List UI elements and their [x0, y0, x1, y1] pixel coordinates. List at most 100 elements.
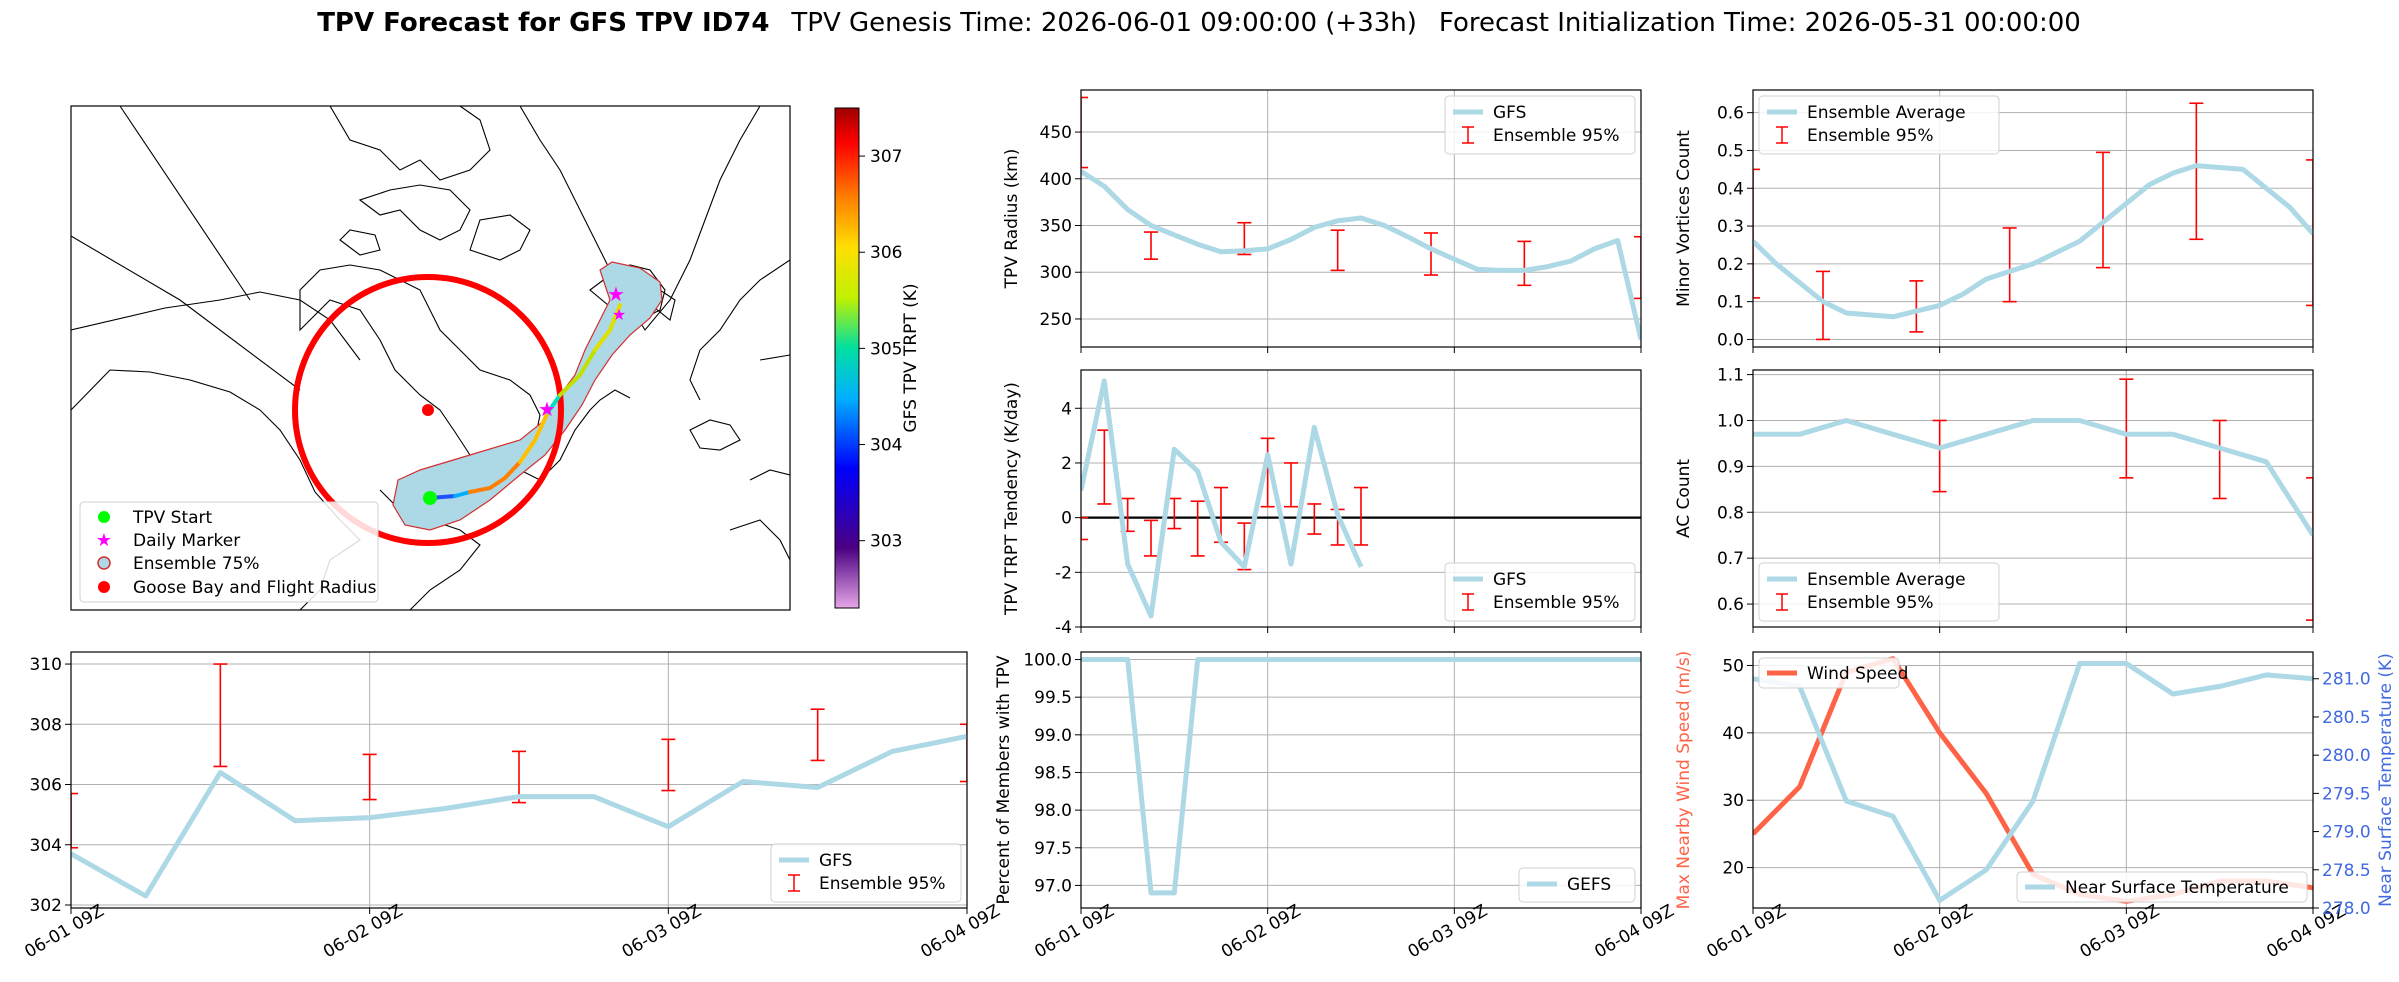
- map-legend: TPV Start ★ Daily Marker Ensemble 75% Go…: [79, 501, 379, 603]
- errorbar: [2212, 419, 2227, 500]
- title-init: Forecast Initialization Time: 2026-05-31…: [1439, 8, 2081, 38]
- y-tick-label: 20: [1722, 859, 1744, 879]
- errorbar: [1634, 235, 1641, 300]
- legend-star-marker: ★: [96, 530, 112, 551]
- errorbar: [2002, 227, 2017, 303]
- legend-box: [1444, 562, 1636, 622]
- flight-radius-circle: [292, 274, 564, 546]
- legend-label: Ensemble 95%: [1493, 593, 1620, 613]
- legend-box: [1518, 867, 1636, 903]
- legend-box: [79, 501, 379, 603]
- errorbar: [1144, 519, 1158, 557]
- axes-frame: [1080, 369, 1642, 628]
- legend-box: [1758, 95, 2000, 155]
- legend-label: Wind Speed: [1807, 664, 1908, 684]
- legend-label: Ensemble Average: [1807, 103, 1966, 123]
- y-tick-label: 450: [1040, 123, 1072, 143]
- legend-errorbar-swatch: [1776, 126, 1788, 144]
- legend: GEFS: [1518, 867, 1636, 903]
- legend-label: Ensemble 95%: [1807, 126, 1934, 146]
- y-tick-label: 1.1: [1717, 366, 1744, 386]
- plot-content: [71, 663, 967, 899]
- legend-label: GFS: [1493, 103, 1526, 123]
- hudson-bay-coast: [299, 264, 541, 476]
- errorbar: [960, 723, 967, 783]
- y-tick-label: -4: [1055, 618, 1072, 638]
- x-tick-label: 06-02 09Z: [1890, 901, 1976, 962]
- y-tick-label: 0.2: [1717, 255, 1744, 275]
- y-tick-label: 98.5: [1034, 763, 1072, 783]
- y-right-tick-label: 280.0: [2322, 746, 2371, 766]
- x-tick-label: 06-04 09Z: [1591, 901, 1677, 962]
- plot-content: [1753, 102, 2313, 341]
- chart-radius: 250 300 350 400 450 TPV Radius (km) GFS Ensembl…: [1002, 89, 1642, 353]
- errorbar: [1424, 232, 1438, 276]
- errorbar: [1190, 500, 1205, 557]
- colorbar-tick-label: 305: [870, 339, 902, 359]
- y-tick-label: 99.0: [1034, 726, 1072, 746]
- x-tick-label: 06-01 09Z: [1703, 901, 1789, 962]
- y-tick-label: 0.5: [1717, 141, 1744, 161]
- legend: GFS Ensemble 95%: [770, 843, 962, 903]
- figure-title: TPV Forecast for GFS TPV ID74 TPV Genesis…: [317, 8, 2081, 38]
- y-tick-label: 0.3: [1717, 217, 1744, 237]
- y-right-tick-label: 278.5: [2322, 861, 2371, 881]
- legend-errorbar-swatch: [1462, 593, 1474, 611]
- plot-area: [1753, 652, 2313, 908]
- colorbar-label: GFS TPV TRPT (K): [901, 283, 921, 432]
- errorbar: [2306, 477, 2313, 621]
- axes-frame: [70, 651, 968, 909]
- arctic-island: [339, 229, 381, 256]
- y-tick-label: 350: [1040, 217, 1072, 237]
- legend-ensemble-marker: [97, 556, 111, 570]
- errorbar: [1284, 462, 1298, 508]
- legend-box: [1758, 562, 2000, 622]
- x-tick-label: 06-03 09Z: [619, 901, 705, 962]
- y-tick-label: 306: [30, 776, 62, 796]
- y-tick-label: 300: [1040, 263, 1072, 283]
- y-right-axis-label: Near Surface Temperature (K): [2376, 653, 2396, 907]
- legend-label: Goose Bay and Flight Radius: [133, 578, 377, 598]
- legend: Ensemble Average Ensemble 95%: [1758, 95, 2000, 155]
- axes-frame: [1752, 651, 2314, 909]
- y-tick-label: 99.5: [1034, 688, 1072, 708]
- errorbar: [661, 738, 676, 792]
- axes-frame: [1080, 651, 1642, 909]
- legend-label: Ensemble Average: [1807, 570, 1966, 590]
- errorbar: [362, 753, 377, 801]
- greenland-coast: [519, 106, 761, 331]
- y-tick-label: 0.7: [1717, 549, 1744, 569]
- chart-tendency: -4 -2 0 2 4 TPV TRPT Tendency (K/day) GFS Ensem…: [1002, 369, 1642, 638]
- arctic-island: [329, 106, 491, 181]
- title-bold: TPV Forecast for GFS TPV ID74: [317, 8, 769, 38]
- arctic-island: [469, 214, 531, 261]
- series-line-ensemble-average: [1753, 163, 2313, 320]
- y-right-tick-label: 281.0: [2322, 670, 2371, 690]
- plot-content: [1753, 378, 2313, 621]
- legend-label: Near Surface Temperature: [2065, 878, 2289, 898]
- y-axis-label: Percent of Members with TPV: [994, 655, 1014, 904]
- y-tick-label: 0.6: [1717, 104, 1744, 124]
- legend-label: GEFS: [1567, 875, 1611, 895]
- colorbar: [834, 107, 860, 609]
- y-tick-label: 0.8: [1717, 503, 1744, 523]
- y-tick-label: 100.0: [1023, 651, 1072, 671]
- track-segment: [453, 490, 472, 498]
- track-segment: [468, 460, 522, 494]
- y-right-tick-label: 278.0: [2322, 899, 2371, 919]
- axes-frame: [1080, 89, 1642, 348]
- series-line-ensemble-average: [1753, 418, 2313, 537]
- y-axis-label: Max Nearby Wind Speed (m/s): [1674, 651, 1694, 910]
- y-tick-label: 40: [1722, 724, 1744, 744]
- boundary-line: [71, 235, 301, 391]
- errorbar: [1517, 240, 1532, 287]
- colorbar-tick-label: 307: [870, 147, 902, 167]
- map-panel: ★ ★ ★ TPV Start ★ Daily Marker Ensemble …: [70, 105, 921, 611]
- x-tick-label: 06-01 09Z: [1031, 901, 1117, 962]
- errorbar: [1081, 516, 1088, 541]
- legend-goosebay-marker: [98, 581, 110, 593]
- chart-ac: 0.6 0.7 0.8 0.9 1.0 1.1 AC Count Ensemble Avera…: [1674, 366, 2314, 633]
- y-tick-label: 310: [30, 655, 62, 675]
